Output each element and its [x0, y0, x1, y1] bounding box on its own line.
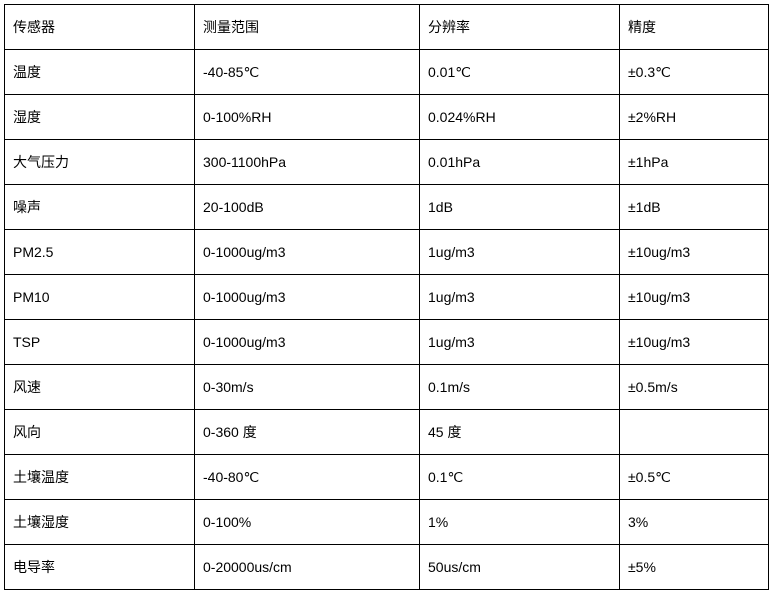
cell-resolution: 45 度 — [420, 410, 620, 455]
table-header-row: 传感器 测量范围 分辨率 精度 — [5, 5, 769, 50]
cell-sensor: PM10 — [5, 275, 195, 320]
cell-range: 0-20000us/cm — [195, 545, 420, 590]
cell-accuracy: ±10ug/m3 — [620, 275, 769, 320]
cell-resolution: 1ug/m3 — [420, 275, 620, 320]
cell-sensor: TSP — [5, 320, 195, 365]
cell-resolution: 0.1m/s — [420, 365, 620, 410]
table-row: TSP 0-1000ug/m3 1ug/m3 ±10ug/m3 — [5, 320, 769, 365]
cell-sensor: 电导率 — [5, 545, 195, 590]
cell-accuracy: ±0.3℃ — [620, 50, 769, 95]
cell-accuracy: ±10ug/m3 — [620, 230, 769, 275]
cell-accuracy: 3% — [620, 500, 769, 545]
cell-resolution: 0.01hPa — [420, 140, 620, 185]
header-sensor: 传感器 — [5, 5, 195, 50]
header-range: 测量范围 — [195, 5, 420, 50]
cell-accuracy: ±5% — [620, 545, 769, 590]
cell-accuracy: ±1hPa — [620, 140, 769, 185]
cell-accuracy — [620, 410, 769, 455]
cell-range: -40-85℃ — [195, 50, 420, 95]
cell-range: 0-100%RH — [195, 95, 420, 140]
table-row: 电导率 0-20000us/cm 50us/cm ±5% — [5, 545, 769, 590]
header-accuracy: 精度 — [620, 5, 769, 50]
cell-range: 0-360 度 — [195, 410, 420, 455]
cell-range: 0-30m/s — [195, 365, 420, 410]
table-row: 土壤温度 -40-80℃ 0.1℃ ±0.5℃ — [5, 455, 769, 500]
cell-range: 0-1000ug/m3 — [195, 275, 420, 320]
cell-sensor: 土壤温度 — [5, 455, 195, 500]
cell-accuracy: ±0.5℃ — [620, 455, 769, 500]
cell-accuracy: ±2%RH — [620, 95, 769, 140]
cell-resolution: 1ug/m3 — [420, 230, 620, 275]
cell-range: 20-100dB — [195, 185, 420, 230]
header-resolution: 分辨率 — [420, 5, 620, 50]
cell-range: -40-80℃ — [195, 455, 420, 500]
table-row: 风向 0-360 度 45 度 — [5, 410, 769, 455]
cell-resolution: 1% — [420, 500, 620, 545]
table-row: 温度 -40-85℃ 0.01℃ ±0.3℃ — [5, 50, 769, 95]
table-row: 大气压力 300-1100hPa 0.01hPa ±1hPa — [5, 140, 769, 185]
cell-resolution: 1dB — [420, 185, 620, 230]
cell-sensor: 土壤湿度 — [5, 500, 195, 545]
table-row: 湿度 0-100%RH 0.024%RH ±2%RH — [5, 95, 769, 140]
cell-sensor: 大气压力 — [5, 140, 195, 185]
cell-resolution: 50us/cm — [420, 545, 620, 590]
table-row: PM10 0-1000ug/m3 1ug/m3 ±10ug/m3 — [5, 275, 769, 320]
cell-resolution: 0.024%RH — [420, 95, 620, 140]
cell-sensor: 风速 — [5, 365, 195, 410]
cell-accuracy: ±0.5m/s — [620, 365, 769, 410]
cell-range: 0-1000ug/m3 — [195, 230, 420, 275]
cell-range: 300-1100hPa — [195, 140, 420, 185]
cell-resolution: 0.1℃ — [420, 455, 620, 500]
cell-accuracy: ±10ug/m3 — [620, 320, 769, 365]
cell-sensor: PM2.5 — [5, 230, 195, 275]
table-body: 传感器 测量范围 分辨率 精度 温度 -40-85℃ 0.01℃ ±0.3℃ 湿… — [5, 5, 769, 590]
cell-accuracy: ±1dB — [620, 185, 769, 230]
cell-range: 0-100% — [195, 500, 420, 545]
sensor-spec-table: 传感器 测量范围 分辨率 精度 温度 -40-85℃ 0.01℃ ±0.3℃ 湿… — [4, 4, 769, 590]
cell-range: 0-1000ug/m3 — [195, 320, 420, 365]
table-row: 噪声 20-100dB 1dB ±1dB — [5, 185, 769, 230]
cell-resolution: 1ug/m3 — [420, 320, 620, 365]
cell-sensor: 湿度 — [5, 95, 195, 140]
table-row: 土壤湿度 0-100% 1% 3% — [5, 500, 769, 545]
table-row: 风速 0-30m/s 0.1m/s ±0.5m/s — [5, 365, 769, 410]
cell-sensor: 噪声 — [5, 185, 195, 230]
cell-sensor: 温度 — [5, 50, 195, 95]
table-row: PM2.5 0-1000ug/m3 1ug/m3 ±10ug/m3 — [5, 230, 769, 275]
cell-sensor: 风向 — [5, 410, 195, 455]
cell-resolution: 0.01℃ — [420, 50, 620, 95]
